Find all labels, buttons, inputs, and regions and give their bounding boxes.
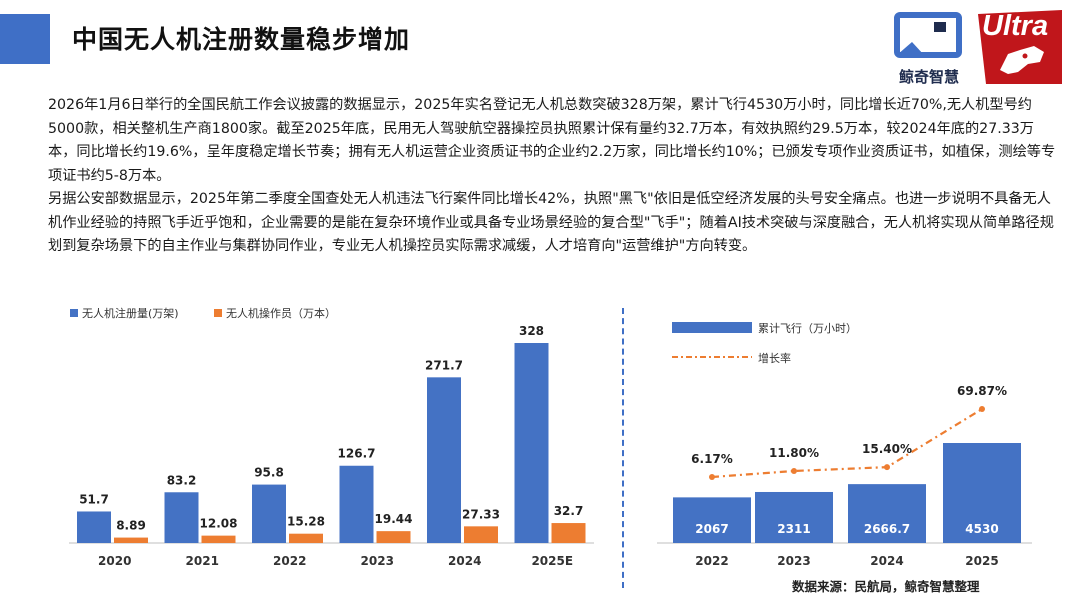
bar-registrations (77, 511, 111, 543)
data-label-growth: 15.40% (862, 442, 912, 456)
bar-registrations (252, 484, 286, 543)
data-label-flight-hours: 2067 (695, 522, 728, 536)
body-text: 2026年1月6日举行的全国民航工作会议披露的数据显示，2025年实名登记无人机… (48, 94, 1058, 259)
x-tick-label: 2021 (186, 554, 219, 568)
data-source: 数据来源：民航局，鲸奇智慧整理 (792, 579, 980, 594)
x-tick-label: 2022 (695, 554, 728, 568)
legend-label-growth: 增长率 (758, 351, 791, 365)
x-tick-label: 2023 (777, 554, 810, 568)
x-tick-label: 2025E (531, 554, 573, 568)
legend-label-operators: 无人机操作员（万本） (226, 306, 336, 320)
data-label-registrations: 328 (519, 324, 544, 338)
data-label-flight-hours: 2311 (777, 522, 810, 536)
bar-operators (114, 537, 148, 543)
data-label-growth: 69.87% (957, 384, 1007, 398)
growth-point (884, 464, 890, 471)
growth-point (979, 406, 985, 412)
growth-point (791, 467, 797, 474)
data-label-operators: 8.89 (116, 519, 146, 533)
data-label-operators: 15.28 (287, 515, 325, 529)
bar-registrations (427, 377, 461, 543)
data-label-operators: 27.33 (462, 507, 500, 521)
bar-flight-hours (755, 491, 833, 543)
chart-divider (622, 308, 624, 588)
bar-registrations (514, 343, 549, 543)
ultra-logo-name: Ultra (982, 10, 1049, 42)
data-label-flight-hours: 2666.7 (864, 522, 910, 536)
bar-registrations (164, 492, 199, 543)
registration-chart-svg: 无人机注册量(万架) 无人机操作员（万本） 51.7 8.89 2020 83.2 12.0… (69, 306, 594, 568)
bar-operators (289, 533, 323, 543)
legend-label-registrations: 无人机注册量(万架) (82, 306, 179, 320)
page-title: 中国无人机注册数量稳步增加 (72, 25, 411, 54)
legend-swatch-flight-hours (672, 322, 752, 333)
data-label-operators: 19.44 (375, 512, 413, 526)
data-label-growth: 11.80% (769, 446, 819, 460)
paragraph-1: 2026年1月6日举行的全国民航工作会议披露的数据显示，2025年实名登记无人机… (48, 97, 1056, 184)
x-tick-label: 2022 (273, 554, 306, 568)
bar-flight-hours (943, 443, 1021, 543)
x-tick-label: 2025 (965, 554, 998, 568)
flight-hours-chart-svg: 累计飞行（万小时） 增长率 2067 2022 2311 2023 2666.7 2024 45… (657, 322, 1032, 568)
legend-swatch-operators (214, 309, 222, 317)
ultra-logo-icon (978, 10, 1062, 84)
registration-chart: 无人机注册量(万架) 无人机操作员（万本） 51.7 8.89 2020 83.2 12.0… (44, 300, 604, 600)
legend-label-flight-hours: 累计飞行（万小时） (758, 322, 857, 335)
bar-flight-hours (848, 484, 926, 543)
bar-registrations (339, 465, 374, 543)
growth-line (711, 408, 983, 479)
data-label-registrations: 83.2 (167, 473, 197, 487)
title-accent-block (0, 14, 50, 64)
data-label-operators: 12.08 (200, 517, 238, 531)
x-tick-label: 2024 (870, 554, 903, 568)
ultra-logo: Ultra (978, 10, 1062, 84)
bar-operators (551, 523, 586, 543)
flight-hours-chart: 累计飞行（万小时） 增长率 2067 2022 2311 2023 2666.7 2024 45… (642, 300, 1042, 600)
paragraph-2: 另据公安部数据显示，2025年第二季度全国查处无人机违法飞行案件同比增长42%，… (48, 191, 1054, 254)
jingqi-logo-icon (894, 12, 962, 58)
data-label-registrations: 51.7 (79, 492, 109, 506)
data-label-growth: 6.17% (691, 452, 733, 466)
x-tick-label: 2023 (361, 554, 394, 568)
data-label-operators: 32.7 (554, 504, 584, 518)
growth-point (709, 474, 715, 480)
legend-swatch-registrations (70, 309, 78, 317)
bar-flight-hours (673, 497, 751, 543)
bar-operators (464, 526, 498, 543)
jingqi-logo: 鲸奇智慧 (888, 12, 970, 88)
x-tick-label: 2020 (98, 554, 131, 568)
bar-operators (376, 531, 411, 543)
x-tick-label: 2024 (448, 554, 481, 568)
jingqi-logo-name: 鲸奇智慧 (898, 68, 959, 86)
data-label-registrations: 95.8 (254, 466, 284, 480)
data-label-flight-hours: 4530 (965, 522, 998, 536)
data-label-registrations: 126.7 (338, 447, 376, 461)
bar-operators (201, 535, 236, 543)
data-label-registrations: 271.7 (425, 358, 463, 372)
